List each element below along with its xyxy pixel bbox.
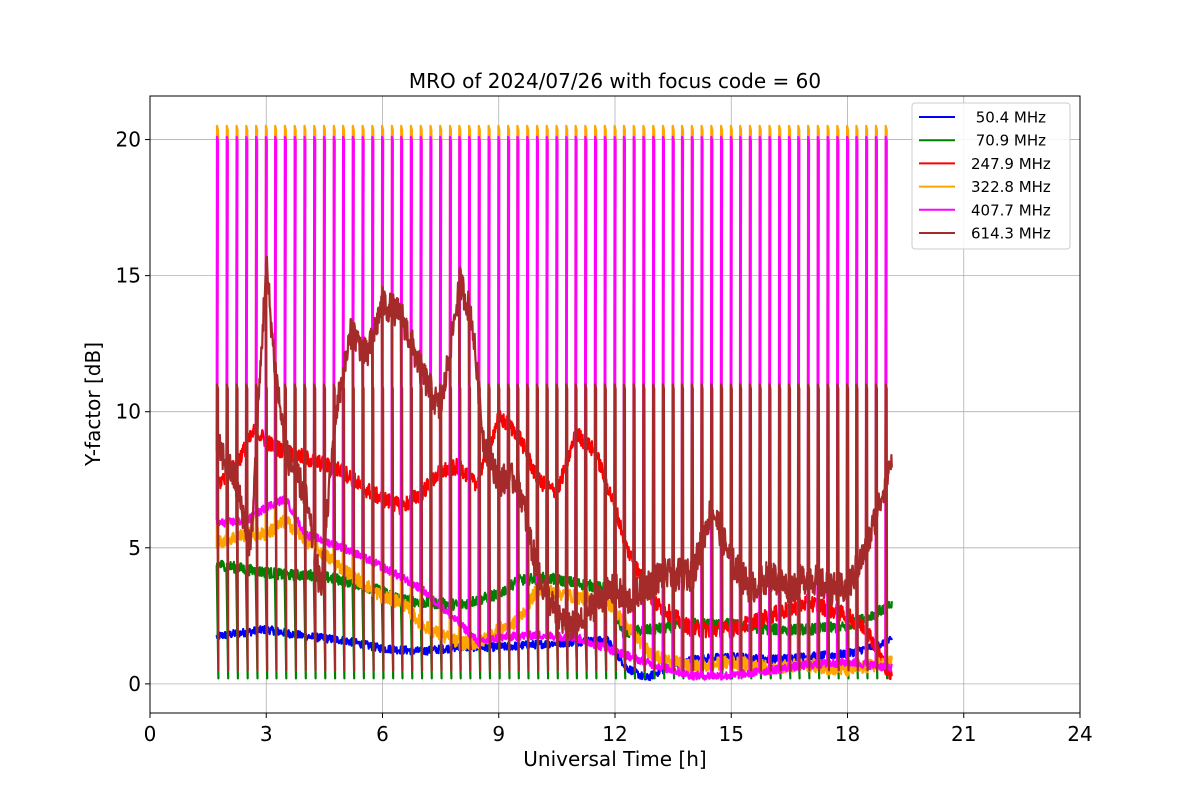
legend-label: 70.9 MHz xyxy=(971,132,1046,150)
y-tick-label: 20 xyxy=(116,128,141,152)
x-tick-label: 9 xyxy=(492,722,505,746)
y-tick-label: 10 xyxy=(116,400,141,424)
legend-label: 247.9 MHz xyxy=(971,155,1051,173)
y-tick-label: 0 xyxy=(128,672,141,696)
legend-label: 407.7 MHz xyxy=(971,201,1051,219)
x-axis-label: Universal Time [h] xyxy=(523,747,706,771)
legend: 50.4 MHz 70.9 MHz 247.9 MHz 322.8 MHz 407.7… xyxy=(911,102,1071,250)
series-line xyxy=(215,255,893,672)
y-tick-label: 15 xyxy=(116,264,141,288)
chart-title: MRO of 2024/07/26 with focus code = 60 xyxy=(409,69,821,93)
y-tick-label: 5 xyxy=(128,536,141,560)
series-lines xyxy=(215,124,893,682)
series-line xyxy=(215,135,893,681)
x-tick-label: 6 xyxy=(376,722,389,746)
legend-label: 322.8 MHz xyxy=(971,178,1051,196)
x-tick-label: 0 xyxy=(144,722,157,746)
legend-label: 50.4 MHz xyxy=(971,109,1046,127)
x-tick-label: 15 xyxy=(719,722,744,746)
x-tick-label: 3 xyxy=(260,722,273,746)
axis-ticks: 0 3 6 9 12 15 18 21 24 0 5 10 15 20 xyxy=(116,128,1093,746)
x-tick-label: 12 xyxy=(602,722,627,746)
x-tick-label: 21 xyxy=(951,722,976,746)
x-tick-label: 18 xyxy=(835,722,860,746)
x-tick-label: 24 xyxy=(1067,722,1092,746)
legend-label: 614.3 MHz xyxy=(971,225,1051,243)
y-axis-label: Y-factor [dB] xyxy=(81,342,105,467)
